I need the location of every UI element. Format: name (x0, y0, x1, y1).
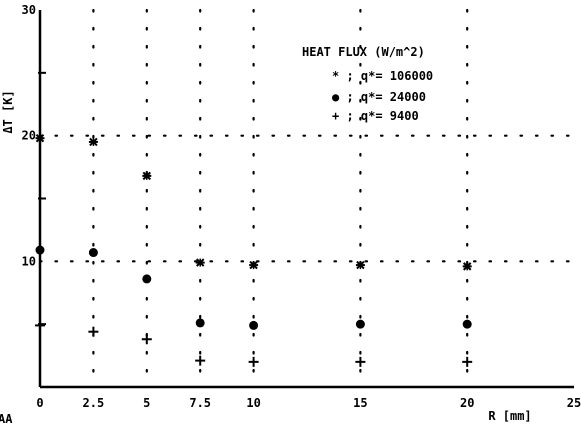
y-axis-label: ΔT [K] (1, 90, 15, 133)
point-s0-2 (142, 171, 152, 181)
legend-title: HEAT FLUX (W/m^2) (302, 45, 425, 59)
x-tick-label-3: 7.5 (189, 396, 211, 410)
point-s2-0 (35, 320, 45, 331)
point-s0-1 (88, 137, 98, 147)
point-s2-6 (462, 356, 473, 367)
point-s0-4 (249, 260, 259, 270)
x-tick-label-7: 25 (567, 396, 581, 410)
x-tick-label-6: 20 (460, 396, 474, 410)
x-tick-label-2: 5 (143, 396, 150, 410)
x-tick-label-4: 10 (246, 396, 260, 410)
point-s0-0 (35, 133, 45, 143)
y-tick-label-1: 20 (22, 129, 36, 143)
x-tick-label-5: 15 (353, 396, 367, 410)
point-s0-3 (195, 258, 205, 267)
point-s2-5 (355, 356, 366, 367)
point-s1-2 (142, 274, 152, 284)
point-s1-5 (355, 319, 365, 329)
point-s1-6 (462, 319, 472, 329)
x-tick-label-1: 2.5 (83, 396, 105, 410)
grid (38, 8, 576, 389)
legend-entry-1: ● ; q*= 24000 (332, 90, 426, 104)
point-s1-1 (88, 248, 98, 258)
legend: HEAT FLUX (W/m^2) * ; q*= 106000 ● ; q*=… (302, 45, 433, 123)
point-s2-3 (195, 355, 206, 366)
y-tick-label-0: 10 (22, 254, 36, 268)
y-tick-label-2: 30 (22, 3, 36, 17)
point-s1-4 (249, 320, 259, 330)
legend-entry-0: * ; q*= 106000 (332, 69, 433, 83)
x-tick-label-0: 0 (36, 396, 43, 410)
legend-entry-2: + ; q*= 9400 (332, 109, 419, 123)
point-s1-0 (35, 245, 45, 255)
point-s0-6 (462, 262, 472, 271)
data-points (35, 133, 473, 367)
point-s2-1 (88, 326, 99, 337)
point-s2-4 (248, 356, 259, 367)
x-axis-label: R [mm] (488, 409, 531, 423)
axes (38, 10, 574, 389)
point-s2-2 (141, 334, 152, 345)
point-s1-3 (195, 318, 205, 328)
tick-labels: 0 2.5 5 7.5 10 15 20 25 10 20 30 (22, 3, 581, 410)
point-s0-5 (355, 260, 365, 270)
corner-text: AA (0, 412, 13, 425)
